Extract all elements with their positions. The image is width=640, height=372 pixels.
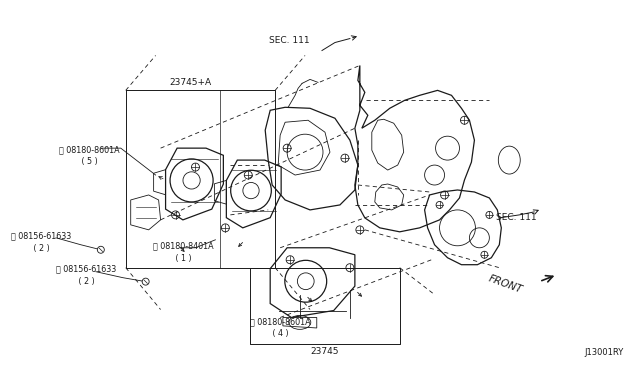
Text: FRONT: FRONT <box>488 274 524 295</box>
Text: Ⓑ 08180-8401A
         ( 1 ): Ⓑ 08180-8401A ( 1 ) <box>152 242 213 263</box>
Text: SEC. 111: SEC. 111 <box>497 214 537 222</box>
Circle shape <box>142 278 149 285</box>
Text: Ⓑ 08180-8601A
         ( 5 ): Ⓑ 08180-8601A ( 5 ) <box>59 145 120 166</box>
Text: Ⓑ 08156-61633
         ( 2 ): Ⓑ 08156-61633 ( 2 ) <box>56 265 116 285</box>
Text: 23745+A: 23745+A <box>170 78 212 87</box>
Text: J13001RY: J13001RY <box>584 348 624 357</box>
Text: SEC. 111: SEC. 111 <box>269 36 310 45</box>
Text: Ⓑ 08180-8601A
         ( 4 ): Ⓑ 08180-8601A ( 4 ) <box>250 318 311 338</box>
Text: Ⓑ 08156-61633
         ( 2 ): Ⓑ 08156-61633 ( 2 ) <box>11 232 72 253</box>
Text: 23745: 23745 <box>311 347 339 356</box>
Circle shape <box>97 246 104 253</box>
